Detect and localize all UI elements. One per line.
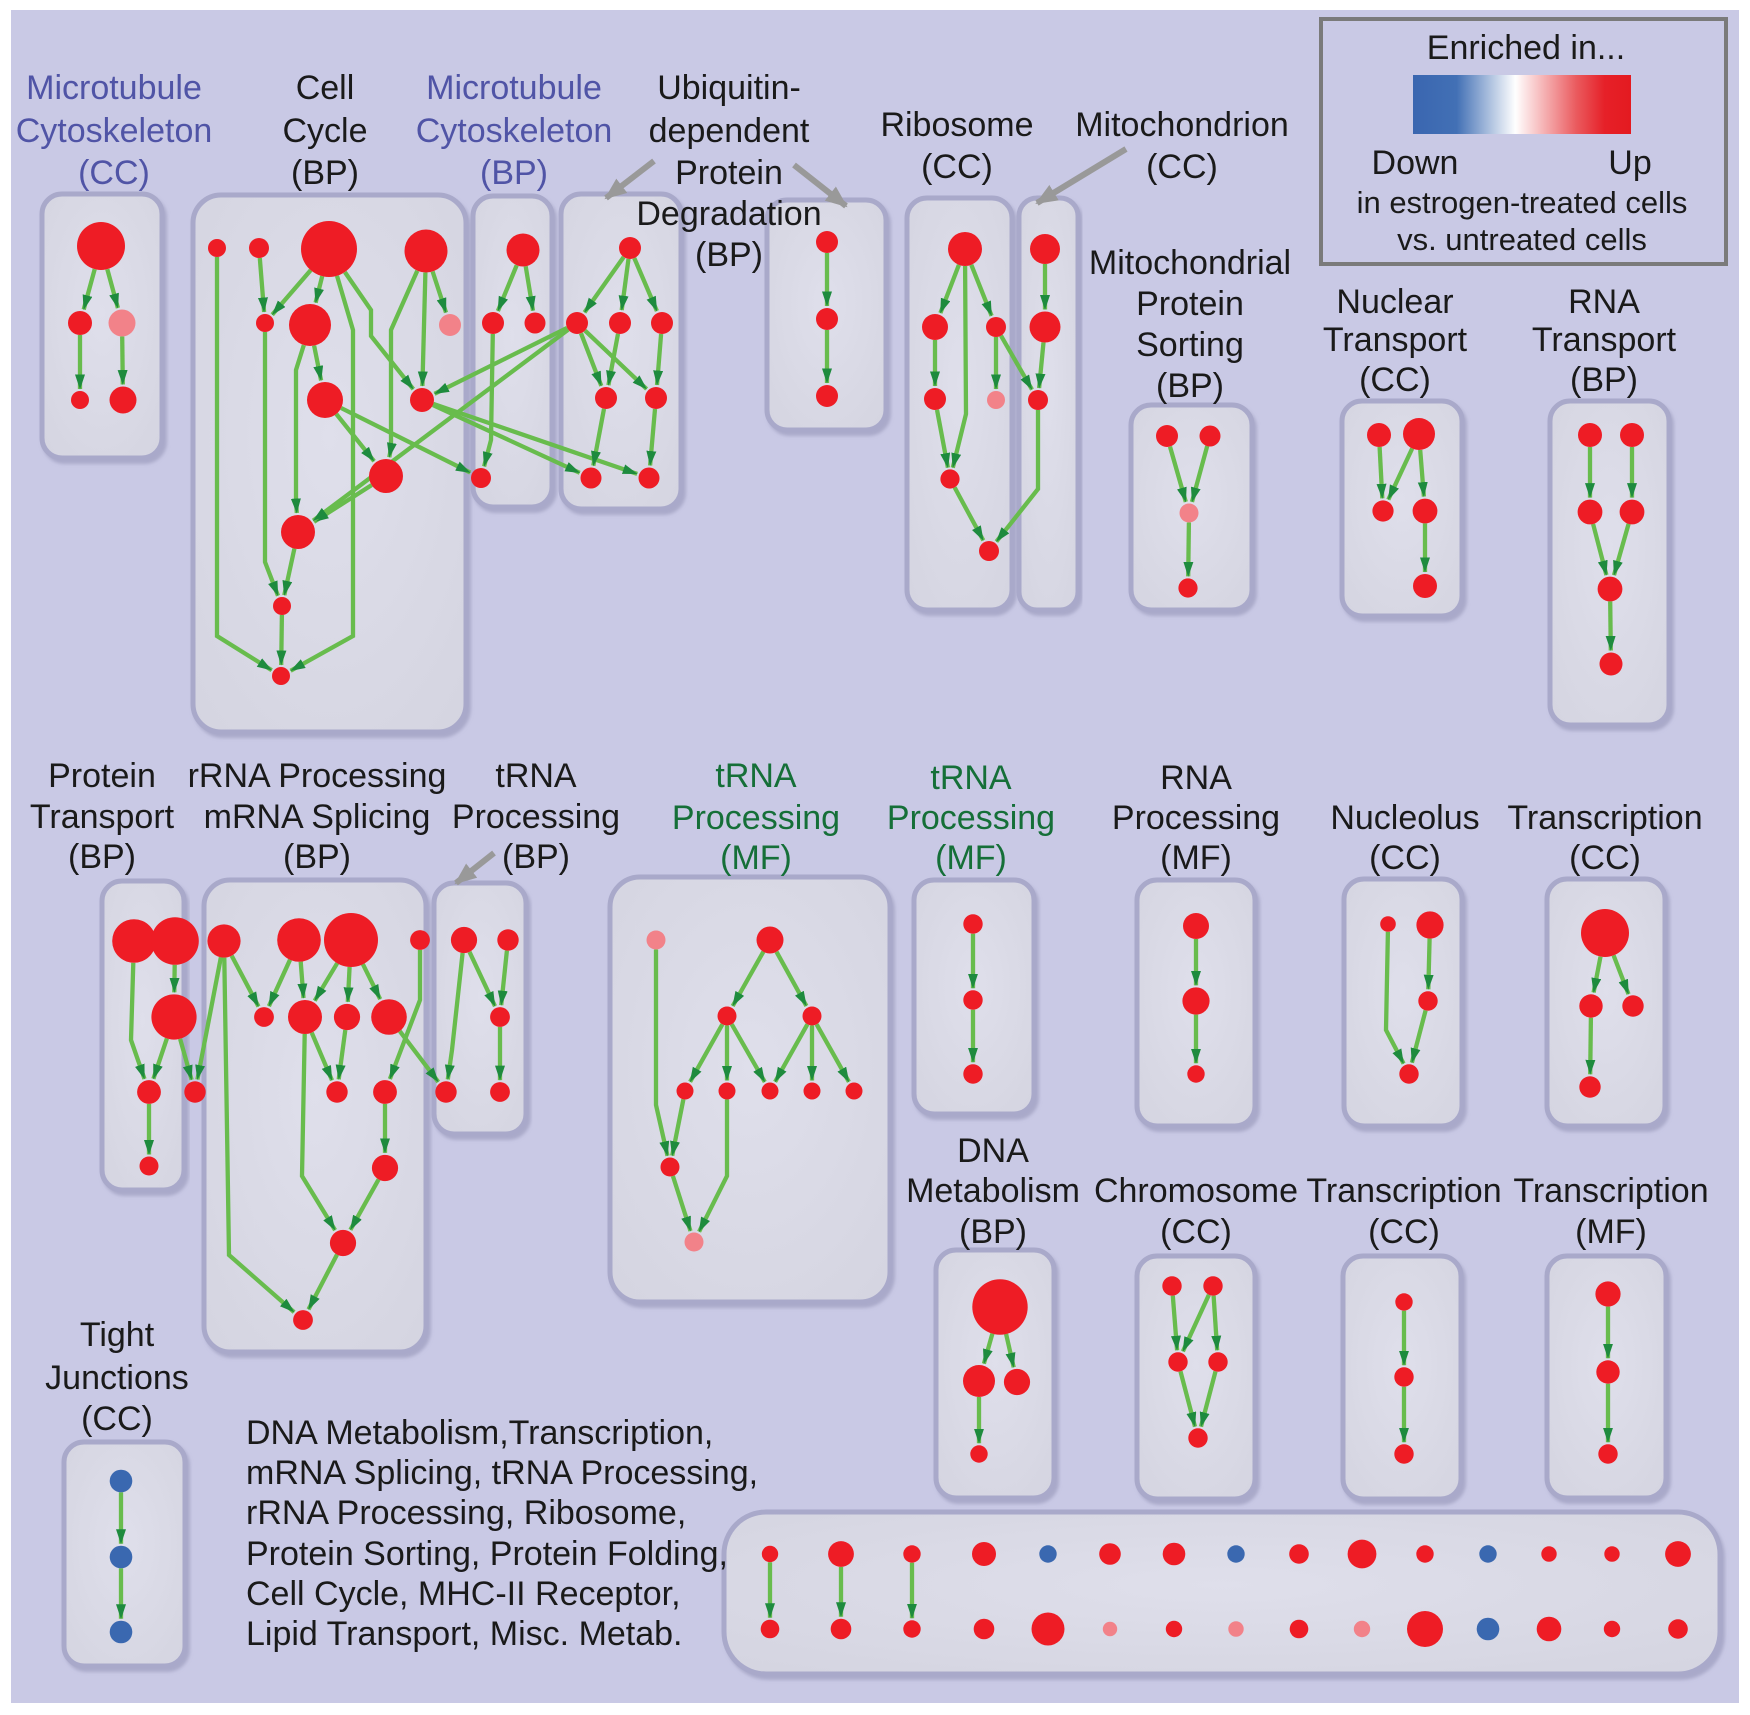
svg-text:Protein: Protein (48, 757, 156, 795)
svg-text:(CC): (CC) (1369, 839, 1441, 877)
svg-text:Metabolism: Metabolism (906, 1172, 1080, 1210)
svg-text:Processing: Processing (672, 799, 840, 837)
svg-text:(BP): (BP) (68, 838, 136, 876)
svg-text:Transcription: Transcription (1306, 1172, 1501, 1210)
svg-text:tRNA: tRNA (930, 759, 1012, 797)
svg-text:Lipid Transport, Misc. Metab.: Lipid Transport, Misc. Metab. (246, 1615, 683, 1653)
svg-text:tRNA: tRNA (715, 757, 797, 795)
svg-text:(BP): (BP) (502, 838, 570, 876)
svg-text:Transport: Transport (1532, 321, 1677, 359)
svg-text:(CC): (CC) (1368, 1213, 1440, 1251)
svg-text:Sorting: Sorting (1136, 326, 1244, 364)
svg-text:in estrogen-treated cells: in estrogen-treated cells (1357, 185, 1688, 220)
svg-text:rRNA Processing, Ribosome,: rRNA Processing, Ribosome, (246, 1494, 686, 1532)
svg-text:Nuclear: Nuclear (1336, 283, 1453, 321)
svg-text:Nucleolus: Nucleolus (1330, 799, 1479, 837)
svg-text:Transcription: Transcription (1507, 799, 1702, 837)
svg-text:mRNA Splicing, tRNA Processing: mRNA Splicing, tRNA Processing, (246, 1454, 758, 1492)
svg-text:Degradation: Degradation (636, 195, 821, 233)
svg-text:tRNA: tRNA (495, 757, 577, 795)
svg-text:RNA: RNA (1568, 283, 1640, 321)
svg-text:(CC): (CC) (1160, 1213, 1232, 1251)
svg-text:Processing: Processing (452, 798, 620, 836)
svg-text:Protein: Protein (1136, 285, 1244, 323)
svg-text:Cell Cycle, MHC-II Receptor,: Cell Cycle, MHC-II Receptor, (246, 1575, 681, 1613)
svg-text:(CC): (CC) (1569, 839, 1641, 877)
svg-text:RNA: RNA (1160, 759, 1232, 797)
svg-text:Chromosome: Chromosome (1094, 1172, 1298, 1210)
svg-text:(CC): (CC) (1359, 361, 1431, 399)
svg-text:(CC): (CC) (81, 1400, 153, 1438)
svg-text:(MF): (MF) (720, 839, 792, 877)
svg-text:Cytoskeleton: Cytoskeleton (416, 112, 613, 150)
svg-text:Junctions: Junctions (45, 1359, 189, 1397)
svg-text:(MF): (MF) (1160, 839, 1232, 877)
svg-text:Cycle: Cycle (282, 112, 367, 150)
svg-text:Microtubule: Microtubule (426, 69, 602, 107)
svg-text:Mitochondrial: Mitochondrial (1089, 244, 1291, 282)
svg-text:(CC): (CC) (1146, 148, 1218, 186)
svg-text:(BP): (BP) (695, 236, 763, 274)
svg-text:DNA: DNA (957, 1132, 1029, 1170)
svg-text:Mitochondrion: Mitochondrion (1075, 106, 1289, 144)
svg-text:(BP): (BP) (959, 1213, 1027, 1251)
svg-text:Enriched in...: Enriched in... (1427, 29, 1625, 67)
svg-text:dependent: dependent (649, 112, 810, 150)
svg-text:Down: Down (1372, 144, 1459, 182)
svg-text:Processing: Processing (887, 799, 1055, 837)
svg-text:(BP): (BP) (1156, 367, 1224, 405)
svg-text:Tight: Tight (80, 1316, 155, 1354)
svg-text:DNA Metabolism,Transcription,: DNA Metabolism,Transcription, (246, 1414, 713, 1452)
svg-text:rRNA Processing: rRNA Processing (188, 757, 447, 795)
svg-text:(BP): (BP) (283, 838, 351, 876)
svg-text:Ribosome: Ribosome (880, 106, 1033, 144)
svg-text:Protein: Protein (675, 154, 783, 192)
svg-text:vs. untreated cells: vs. untreated cells (1397, 222, 1647, 257)
svg-text:Cytoskeleton: Cytoskeleton (16, 112, 213, 150)
svg-text:Transport: Transport (1323, 321, 1468, 359)
svg-text:mRNA Splicing: mRNA Splicing (204, 798, 431, 836)
svg-text:Transport: Transport (30, 798, 175, 836)
svg-text:(BP): (BP) (291, 154, 359, 192)
svg-text:(MF): (MF) (935, 839, 1007, 877)
svg-text:Ubiquitin-: Ubiquitin- (657, 69, 801, 107)
svg-text:(BP): (BP) (480, 154, 548, 192)
svg-text:Processing: Processing (1112, 799, 1280, 837)
svg-text:Microtubule: Microtubule (26, 69, 202, 107)
svg-text:Cell: Cell (296, 69, 355, 107)
svg-text:(CC): (CC) (78, 154, 150, 192)
svg-text:(CC): (CC) (921, 148, 993, 186)
svg-text:(BP): (BP) (1570, 361, 1638, 399)
svg-text:Transcription: Transcription (1513, 1172, 1708, 1210)
svg-text:Protein Sorting, Protein Foldi: Protein Sorting, Protein Folding, (246, 1535, 728, 1573)
svg-text:(MF): (MF) (1575, 1213, 1647, 1251)
svg-text:Up: Up (1608, 144, 1651, 182)
